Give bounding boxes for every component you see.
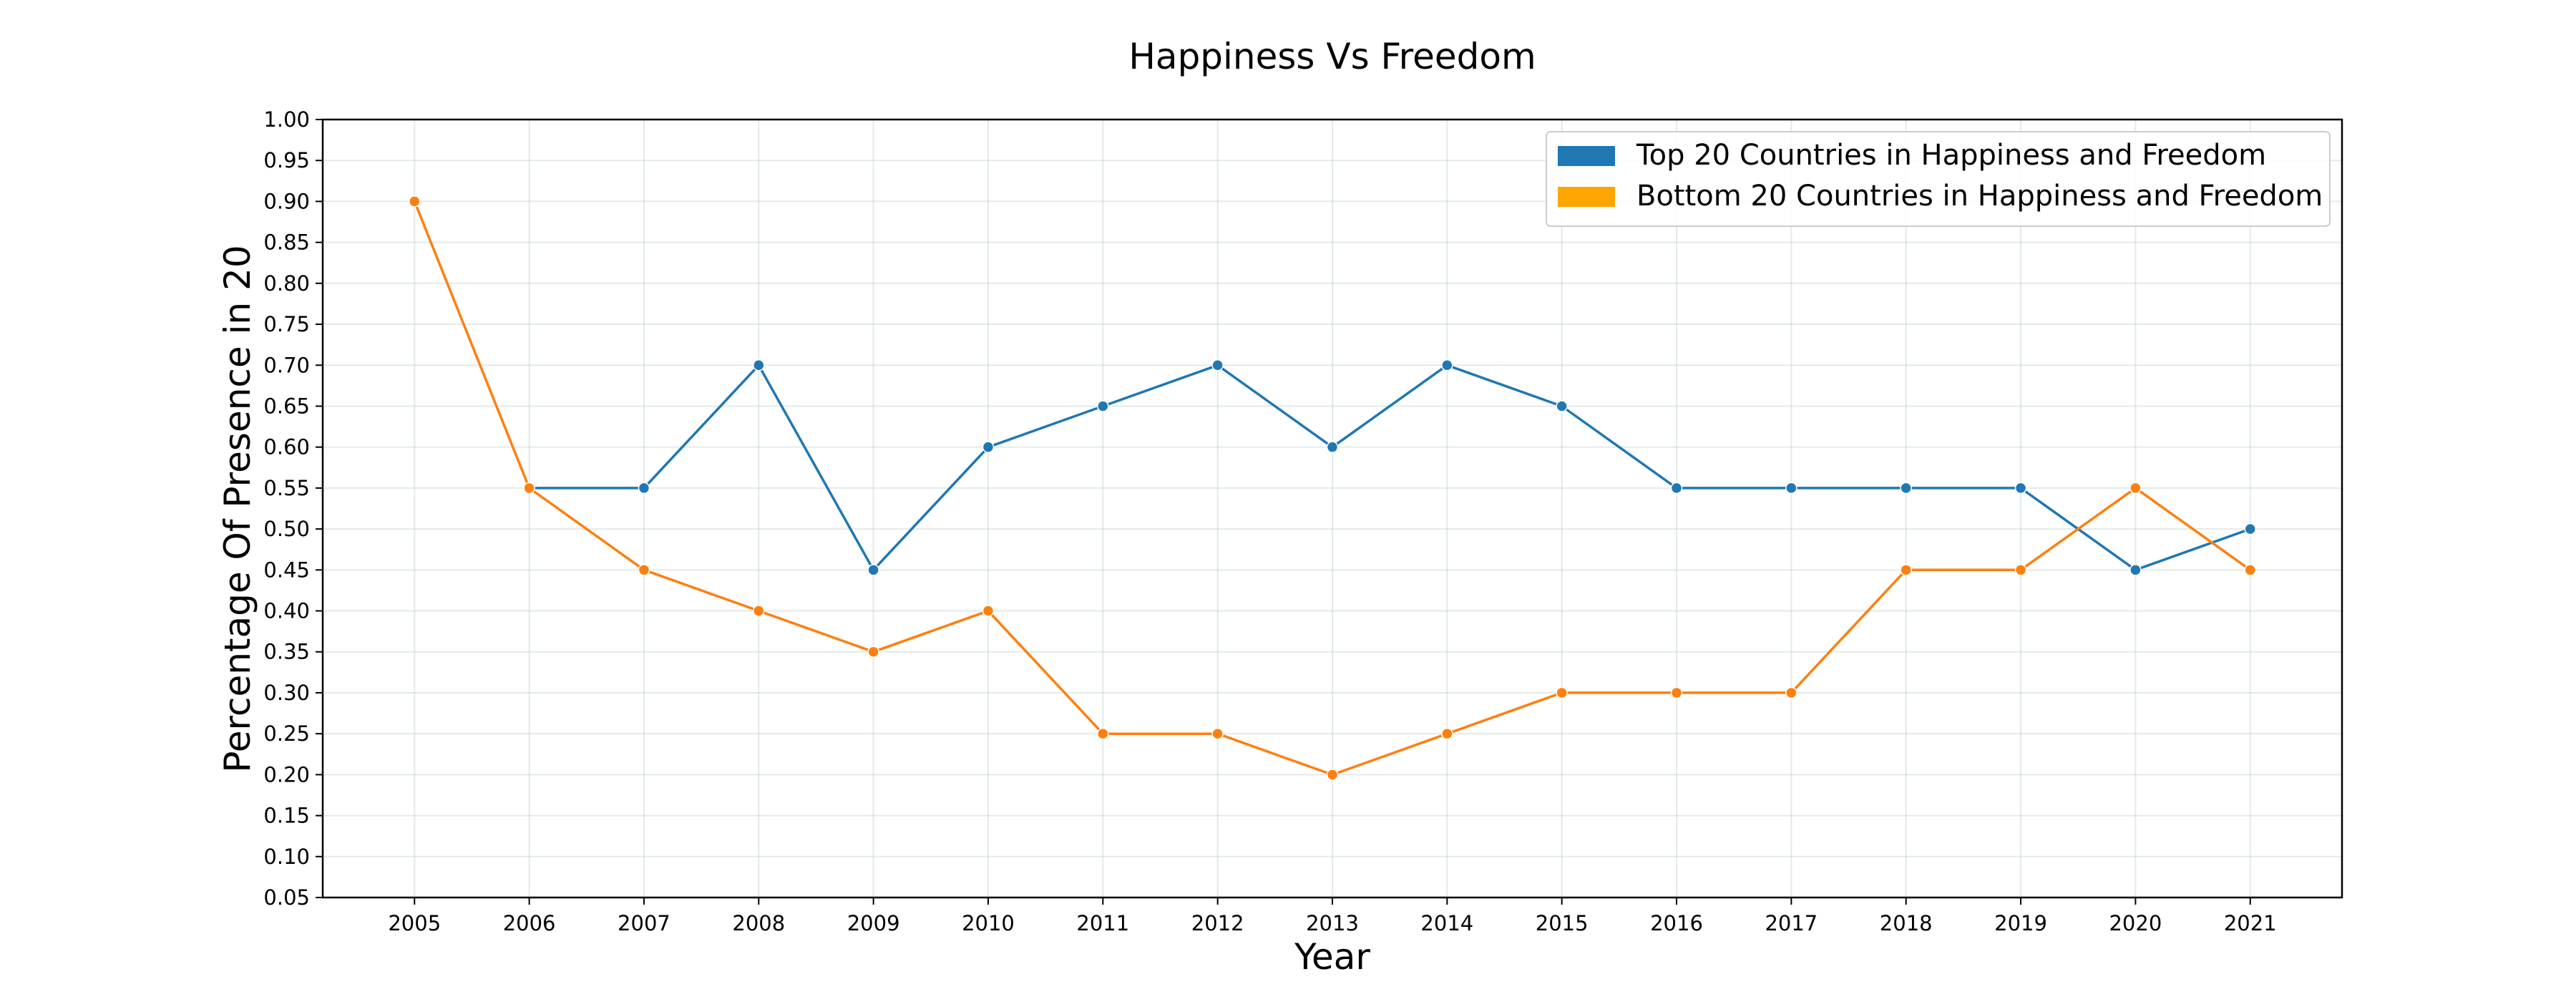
- legend: Top 20 Countries in Happiness and Freedo…: [1546, 131, 2331, 227]
- data-point: [753, 605, 765, 617]
- x-tick-label: 2006: [503, 911, 556, 935]
- y-tick-label: 0.15: [263, 804, 310, 828]
- x-tick-label: 2013: [1306, 911, 1359, 935]
- y-tick-label: 0.80: [263, 271, 310, 296]
- data-point: [1785, 686, 1797, 699]
- legend-frame: [1546, 131, 2331, 227]
- data-point: [1670, 482, 1683, 495]
- y-axis-title: Percentage Of Presence in 20: [217, 245, 258, 772]
- data-point: [523, 482, 535, 495]
- x-axis-title: Year: [1294, 936, 1370, 978]
- y-tick-label: 1.00: [263, 107, 310, 132]
- y-tick-label: 0.90: [263, 189, 310, 213]
- data-point: [1556, 400, 1568, 412]
- y-axis: 0.05 0.10 0.15 0.20 0.25 0.30 0.35 0.40 0.45 0.50…: [263, 107, 323, 910]
- data-point: [753, 359, 765, 371]
- series-1: [523, 359, 2256, 576]
- chart-title: Happiness Vs Freedom: [1128, 36, 1536, 77]
- x-tick-label: 2017: [1765, 911, 1818, 935]
- y-tick-label: 0.60: [263, 435, 310, 459]
- x-tick-label: 2014: [1420, 911, 1473, 935]
- data-point: [867, 646, 879, 658]
- data-point: [1097, 400, 1109, 412]
- y-tick-label: 0.20: [263, 762, 310, 787]
- x-tick-label: 2010: [962, 911, 1015, 935]
- x-tick-label: 2015: [1536, 911, 1589, 935]
- data-point: [1670, 686, 1683, 699]
- y-tick-label: 0.05: [263, 885, 310, 910]
- data-point: [1097, 727, 1109, 740]
- legend-swatch: [1558, 187, 1615, 207]
- data-point: [638, 564, 650, 576]
- data-point: [638, 482, 650, 495]
- data-point: [1211, 359, 1224, 371]
- y-tick-label: 0.45: [263, 558, 310, 582]
- y-tick-label: 0.30: [263, 681, 310, 705]
- y-tick-label: 0.75: [263, 312, 310, 336]
- data-point: [1900, 482, 1912, 495]
- x-tick-label: 2005: [388, 911, 441, 935]
- data-point: [2244, 564, 2256, 576]
- y-tick-label: 0.95: [263, 148, 310, 172]
- x-tick-label: 2019: [1994, 911, 2047, 935]
- y-tick-label: 0.85: [263, 230, 310, 255]
- data-point: [1211, 727, 1224, 740]
- x-tick-label: 2018: [1880, 911, 1933, 935]
- legend-swatch: [1558, 146, 1615, 166]
- series-line: [529, 364, 2251, 572]
- y-tick-label: 0.10: [263, 845, 310, 869]
- x-tick-label: 2008: [732, 911, 785, 935]
- x-tick-label: 2021: [2224, 911, 2277, 935]
- data-point: [1441, 359, 1453, 371]
- x-tick-label: 2016: [1650, 911, 1703, 935]
- data-point: [1326, 769, 1339, 781]
- x-axis: 2005 2006 2007 2008 2009 2010 2011 2012 2013 2014…: [388, 898, 2277, 935]
- y-tick-label: 0.70: [263, 353, 310, 377]
- y-tick-label: 0.65: [263, 394, 310, 418]
- data-point: [2244, 522, 2256, 535]
- data-point: [2129, 482, 2142, 495]
- x-tick-label: 2020: [2109, 911, 2162, 935]
- data-point: [1441, 727, 1453, 740]
- series-2: [409, 195, 2256, 781]
- data-point: [982, 605, 995, 617]
- x-tick-label: 2011: [1076, 911, 1129, 935]
- legend-label: Bottom 20 Countries in Happiness and Fre…: [1636, 180, 2323, 213]
- data-point: [1556, 686, 1568, 699]
- grid-layer: [323, 119, 2342, 898]
- data-point: [1326, 441, 1339, 453]
- x-tick-label: 2007: [618, 911, 670, 935]
- data-point: [982, 441, 995, 453]
- data-point: [2014, 564, 2027, 576]
- data-point: [1785, 482, 1797, 495]
- data-point: [2014, 482, 2027, 495]
- y-tick-label: 0.55: [263, 476, 310, 500]
- legend-label: Top 20 Countries in Happiness and Freedo…: [1636, 139, 2266, 172]
- y-tick-label: 0.40: [263, 599, 310, 623]
- y-tick-label: 0.50: [263, 517, 310, 541]
- series-layer: [409, 195, 2256, 781]
- x-tick-label: 2012: [1191, 911, 1244, 935]
- data-point: [2129, 564, 2142, 576]
- y-tick-label: 0.25: [263, 721, 310, 746]
- y-tick-label: 0.35: [263, 640, 310, 664]
- data-point: [1900, 564, 1912, 576]
- x-tick-label: 2009: [847, 911, 900, 935]
- data-point: [409, 195, 421, 208]
- data-point: [867, 564, 879, 576]
